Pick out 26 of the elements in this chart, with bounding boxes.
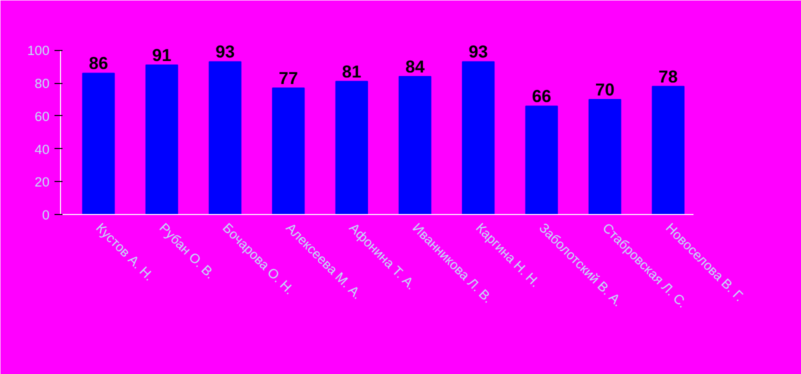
y-tick-label: 40 <box>34 142 50 157</box>
data-label: 84 <box>405 56 425 76</box>
data-label: 91 <box>152 45 172 65</box>
bar <box>145 64 178 214</box>
bar <box>208 61 242 214</box>
data-label: 81 <box>342 61 362 82</box>
data-label: 66 <box>532 86 552 106</box>
data-label: 78 <box>658 66 678 86</box>
bar <box>652 86 685 214</box>
y-tick-label: 0 <box>42 208 50 222</box>
data-label: 70 <box>595 80 615 100</box>
y-tick-label: 60 <box>34 108 50 124</box>
data-label: 77 <box>278 68 298 88</box>
bar <box>335 80 368 214</box>
bar <box>462 61 495 214</box>
y-tick-label: 100 <box>27 43 50 58</box>
bar <box>82 72 115 214</box>
y-tick-label: 80 <box>34 76 50 92</box>
data-label: 93 <box>468 42 488 62</box>
bar <box>398 76 432 214</box>
y-tick-label: 20 <box>34 174 50 190</box>
bar <box>525 106 558 214</box>
bar <box>272 88 305 214</box>
data-label: 93 <box>215 42 236 62</box>
data-label: 86 <box>88 53 108 74</box>
bar <box>588 99 622 214</box>
